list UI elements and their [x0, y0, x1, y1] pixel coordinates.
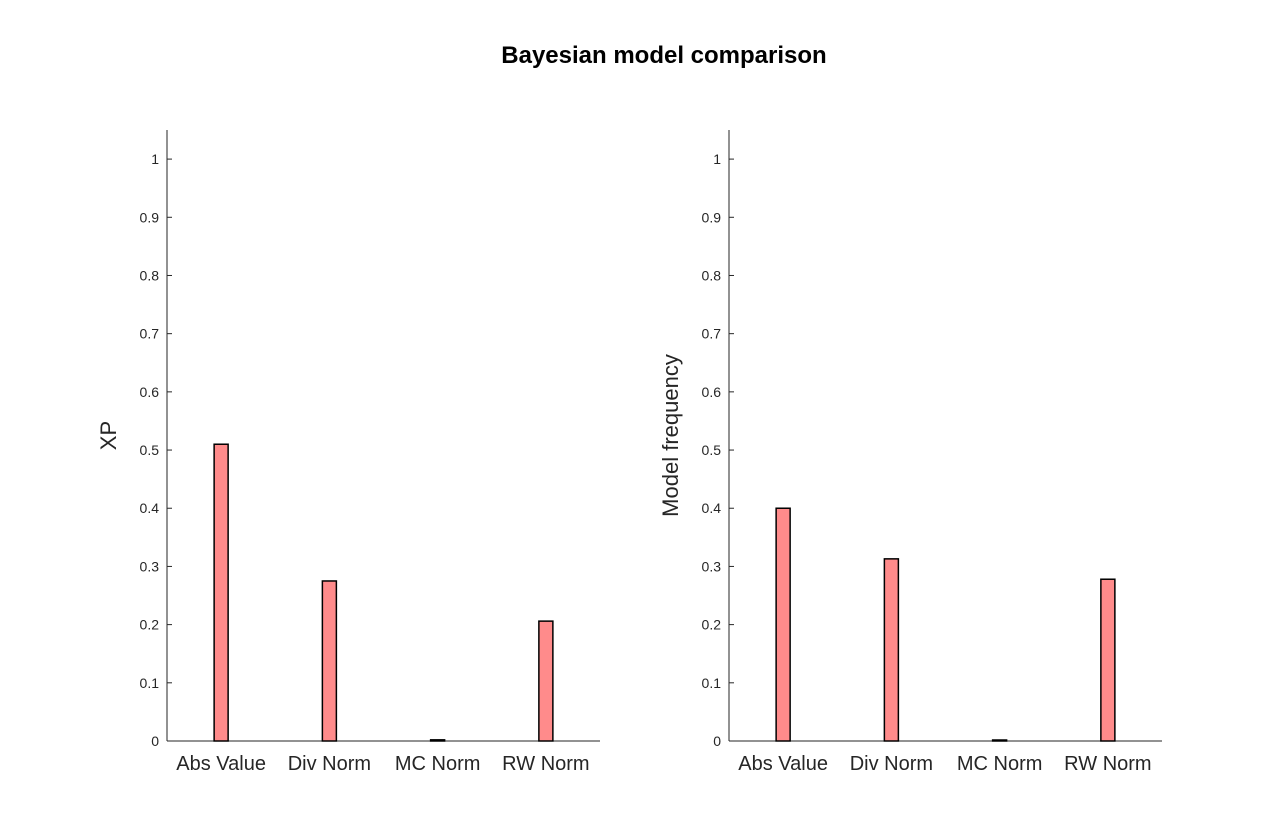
y-tick-label: 0.5: [702, 442, 722, 458]
x-category-label: Div Norm: [850, 753, 933, 775]
x-category-label: MC Norm: [957, 753, 1043, 775]
plot-model-frequency: 0 0.1 0.2 0.3 0.4 0.5 0.6 0.7 0.8 0.9 1 Abs Value Di…: [658, 130, 1162, 775]
x-category-label: RW Norm: [1064, 753, 1151, 775]
y-tick-label: 0.8: [140, 267, 160, 283]
y-tick-label: 0.1: [702, 675, 722, 691]
y-tick-label: 1: [713, 151, 721, 167]
bar-div-norm: [321, 580, 338, 742]
bar-abs-value: [213, 443, 229, 742]
y-tick-label: 0: [713, 733, 721, 749]
bar-mc-norm: [429, 739, 446, 742]
bar-mc-norm: [991, 739, 1008, 742]
y-axis-label: XP: [96, 421, 121, 450]
y-tick-label: 0.7: [702, 326, 722, 342]
y-tick-label: 0.1: [140, 675, 160, 691]
x-category-label: Abs Value: [176, 753, 266, 775]
y-tick-label: 0.6: [702, 384, 722, 400]
y-tick-label: 0.6: [140, 384, 160, 400]
plot-xp: 0 0.1 0.2 0.3 0.4 0.5 0.6 0.7 0.8 0.9 1 Abs Value Di…: [96, 130, 600, 775]
x-category-label: MC Norm: [395, 753, 481, 775]
y-tick-label: 0.9: [702, 209, 722, 225]
bar-abs-value: [775, 507, 791, 742]
y-tick-label: 0.9: [140, 209, 160, 225]
y-axis-label: Model frequency: [658, 354, 683, 517]
y-tick-label: 0.8: [702, 267, 722, 283]
y-tick-label: 1: [151, 151, 159, 167]
y-tick-label: 0.7: [140, 326, 160, 342]
x-category-label: Abs Value: [738, 753, 828, 775]
y-tick-label: 0.4: [702, 500, 722, 516]
y-tick-label: 0: [151, 733, 159, 749]
y-tick-label: 0.3: [702, 558, 722, 574]
y-tick-label: 0.4: [140, 500, 160, 516]
y-tick-label: 0.2: [140, 617, 160, 633]
y-tick-label: 0.5: [140, 442, 160, 458]
figure-title: Bayesian model comparison: [501, 42, 826, 69]
bar-div-norm: [883, 558, 900, 742]
y-tick-label: 0.2: [702, 617, 722, 633]
bar-rw-norm: [538, 620, 554, 742]
bar-rw-norm: [1100, 578, 1116, 742]
y-tick-label: 0.3: [140, 558, 160, 574]
x-category-label: RW Norm: [502, 753, 589, 775]
x-category-label: Div Norm: [288, 753, 371, 775]
